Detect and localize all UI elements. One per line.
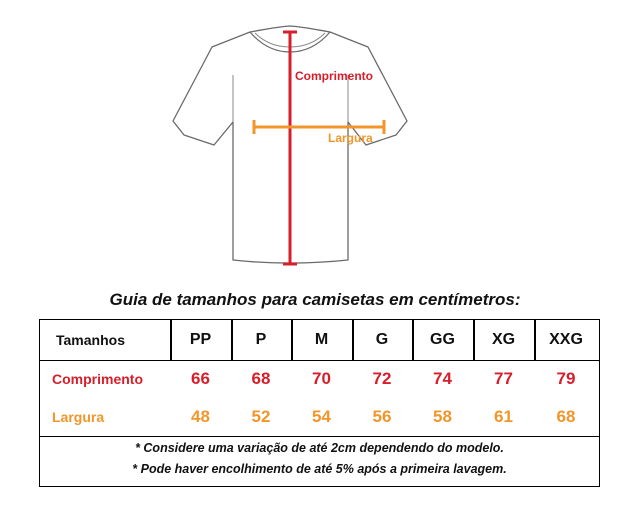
table-cell: 56 [372, 407, 392, 426]
row-label-comprimento: Comprimento [52, 371, 143, 387]
column-divider [170, 320, 172, 360]
header-cell-tamanhos: Tamanhos [56, 332, 125, 348]
header-cell-gg: GG [430, 331, 455, 348]
column-divider [534, 320, 536, 360]
table-cell: 66 [191, 369, 210, 388]
table-cell: 48 [191, 407, 210, 426]
note-variation: * Considere uma variação de até 2cm depe… [135, 441, 504, 455]
table-cell: 72 [372, 369, 392, 388]
table-cell: 74 [433, 369, 452, 388]
column-divider [291, 320, 293, 360]
table-cell: 68 [251, 369, 271, 388]
table-cell: 70 [312, 369, 331, 388]
column-divider [231, 320, 233, 360]
header-cell-g: G [375, 331, 389, 348]
row-label-largura: Largura [52, 409, 105, 425]
table-cell: 79 [556, 369, 576, 388]
header-cell-pp: PP [189, 331, 212, 348]
table-cell: 52 [251, 407, 271, 426]
table-cell: 68 [556, 407, 576, 426]
notes: * Considere uma variação de até 2cm depe… [40, 438, 599, 480]
header-cell-xxg: XXG [549, 331, 583, 348]
table-row-largura: Largura 48 52 54 56 58 61 68 [40, 398, 599, 437]
table-header-row: Tamanhos PP P M G GG XG XXG [40, 320, 599, 361]
column-divider [352, 320, 354, 360]
table-cell: 61 [494, 407, 513, 426]
table-cell: 54 [312, 407, 331, 426]
tshirt-diagram: Comprimento Largura [172, 25, 408, 266]
note-shrinkage: * Pode haver encolhimento de até 5% após… [132, 462, 507, 476]
size-table: Tamanhos PP P M G GG XG XXG Comprimento … [39, 319, 600, 487]
comprimento-label: Comprimento [295, 69, 373, 83]
column-divider [473, 320, 475, 360]
column-divider [412, 320, 414, 360]
guide-title: Guia de tamanhos para camisetas em centí… [109, 290, 521, 309]
header-cell-m: M [314, 331, 329, 348]
table-row-comprimento: Comprimento 66 68 70 72 74 77 79 [40, 360, 599, 398]
header-cell-p: P [255, 331, 267, 348]
largura-label: Largura [328, 131, 373, 145]
table-cell: 58 [433, 407, 452, 426]
header-cell-xg: XG [491, 331, 516, 348]
table-cell: 77 [494, 369, 513, 388]
